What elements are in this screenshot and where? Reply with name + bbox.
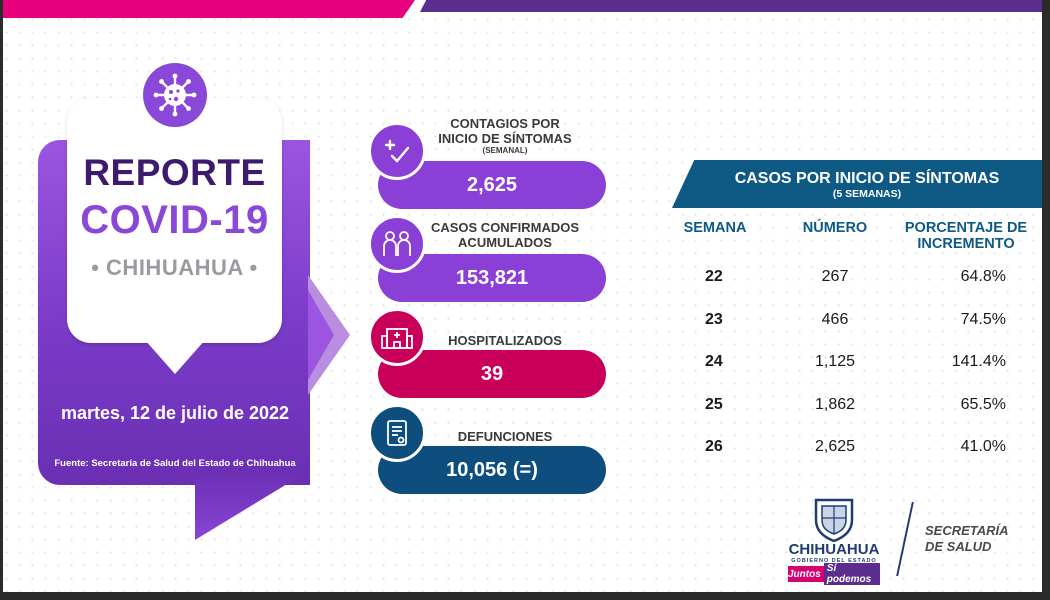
title-bubble [67, 98, 282, 343]
state-name: CHIHUAHUA [788, 541, 880, 558]
table-subtitle: (5 SEMANAS) [832, 188, 902, 200]
state-shield-logo [812, 496, 856, 543]
stat-label-defunciones: DEFUNCIONES [457, 429, 553, 444]
virus-icon [143, 63, 207, 127]
cell-numero: 267 [821, 268, 849, 285]
certificate-icon [368, 404, 426, 462]
covid-title: COVID-19 [80, 198, 269, 242]
slogan-badge: Juntos Sí podemos [788, 563, 880, 585]
people-masks-icon [368, 215, 426, 273]
cell-semana: 23 [705, 311, 723, 328]
frame-edge [1042, 0, 1050, 600]
cell-numero: 466 [821, 311, 849, 328]
frame-edge [0, 592, 1050, 600]
cell-semana: 25 [705, 396, 723, 413]
region-title: • CHIHUAHUA • [91, 255, 258, 280]
stat-label-confirmados: CASOS CONFIRMADOS ACUMULADOS [430, 220, 580, 250]
table-title: CASOS POR INICIO DE SÍNTOMAS [734, 170, 1000, 187]
cell-porcentaje: 64.8% [960, 268, 1006, 285]
hospital-icon [368, 308, 426, 366]
table-header-banner: CASOS POR INICIO DE SÍNTOMAS (5 SEMANAS) [672, 160, 1042, 208]
banner-tail [195, 470, 310, 540]
cell-semana: 26 [705, 438, 723, 455]
data-source: Fuente: Secretaría de Salud del Estado d… [54, 458, 296, 469]
cell-porcentaje: 74.5% [960, 311, 1006, 328]
stat-label-hospitalizados: HOSPITALIZADOS [448, 333, 562, 348]
col-header-semana: SEMANA [683, 220, 747, 236]
col-header-numero: NÚMERO [802, 220, 868, 236]
cell-semana: 24 [705, 353, 723, 370]
cell-porcentaje: 41.0% [960, 438, 1006, 455]
cell-numero: 1,125 [814, 353, 856, 370]
cell-porcentaje: 141.4% [951, 353, 1006, 370]
logo-divider [896, 502, 914, 576]
health-department-logo: SECRETARÍA DE SALUD [925, 523, 1009, 554]
top-accent-purple [420, 0, 1042, 12]
cell-porcentaje: 65.5% [960, 396, 1006, 413]
syringe-check-icon [368, 122, 426, 180]
frame-edge [0, 0, 3, 600]
col-header-porcentaje: PORCENTAJE DE INCREMENTO [904, 220, 1028, 252]
cell-semana: 22 [705, 268, 723, 285]
top-accent-pink [0, 0, 415, 18]
report-date: martes, 12 de julio de 2022 [60, 403, 290, 423]
cell-numero: 2,625 [814, 438, 856, 455]
stat-label-contagios: CONTAGIOS POR INICIO DE SÍNTOMAS (SEMANA… [438, 116, 572, 155]
state-subtitle: GOBIERNO DEL ESTADO [791, 558, 877, 564]
cell-numero: 1,862 [814, 396, 856, 413]
report-title: REPORTE [83, 152, 266, 193]
